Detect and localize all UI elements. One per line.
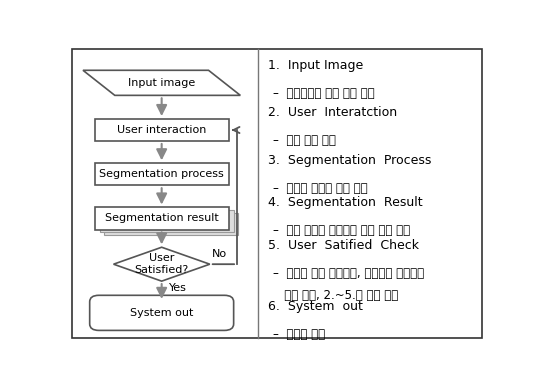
- FancyBboxPatch shape: [90, 295, 234, 331]
- Text: 6.  System  out: 6. System out: [268, 300, 363, 313]
- Bar: [94, 208, 228, 229]
- Text: 않을 경우, 2.~5.를 반복 수행: 않을 경우, 2.~5.를 반복 수행: [273, 289, 398, 302]
- Text: 1.  Input Image: 1. Input Image: [268, 59, 363, 72]
- Text: –  영역 분할을 기반하여 객체 추출 결과: – 영역 분할을 기반하여 객체 추출 결과: [273, 224, 410, 237]
- Text: –  관심 영역 설정: – 관심 영역 설정: [273, 134, 335, 147]
- Bar: [94, 163, 228, 185]
- Text: 5.  User  Satified  Check: 5. User Satified Check: [268, 239, 420, 252]
- Bar: [104, 213, 238, 235]
- Text: –  추출하고자 하는 영상 입력: – 추출하고자 하는 영상 입력: [273, 87, 374, 100]
- Polygon shape: [83, 70, 240, 95]
- Polygon shape: [113, 247, 210, 281]
- Text: 2.  User  Interatction: 2. User Interatction: [268, 106, 397, 119]
- Text: Segmentation result: Segmentation result: [105, 213, 219, 224]
- Text: –  시스템 종료: – 시스템 종료: [273, 327, 325, 340]
- Text: No: No: [212, 249, 227, 259]
- Text: 4.  Segmentation  Result: 4. Segmentation Result: [268, 196, 423, 210]
- Text: System out: System out: [130, 308, 193, 318]
- Text: Segmentation process: Segmentation process: [99, 169, 224, 179]
- Text: Input image: Input image: [128, 78, 195, 88]
- Text: User interaction: User interaction: [117, 125, 206, 135]
- Text: –  영상의 지역별 영역 분할: – 영상의 지역별 영역 분할: [273, 182, 367, 195]
- Bar: [100, 210, 234, 232]
- Text: Yes: Yes: [169, 283, 187, 293]
- Text: –  사용자 만족 확인하여, 사용자가 만족하지: – 사용자 만족 확인하여, 사용자가 만족하지: [273, 267, 424, 280]
- Bar: [94, 119, 228, 141]
- Text: 3.  Segmentation  Process: 3. Segmentation Process: [268, 154, 432, 167]
- Text: User
Satisfied?: User Satisfied?: [134, 254, 189, 275]
